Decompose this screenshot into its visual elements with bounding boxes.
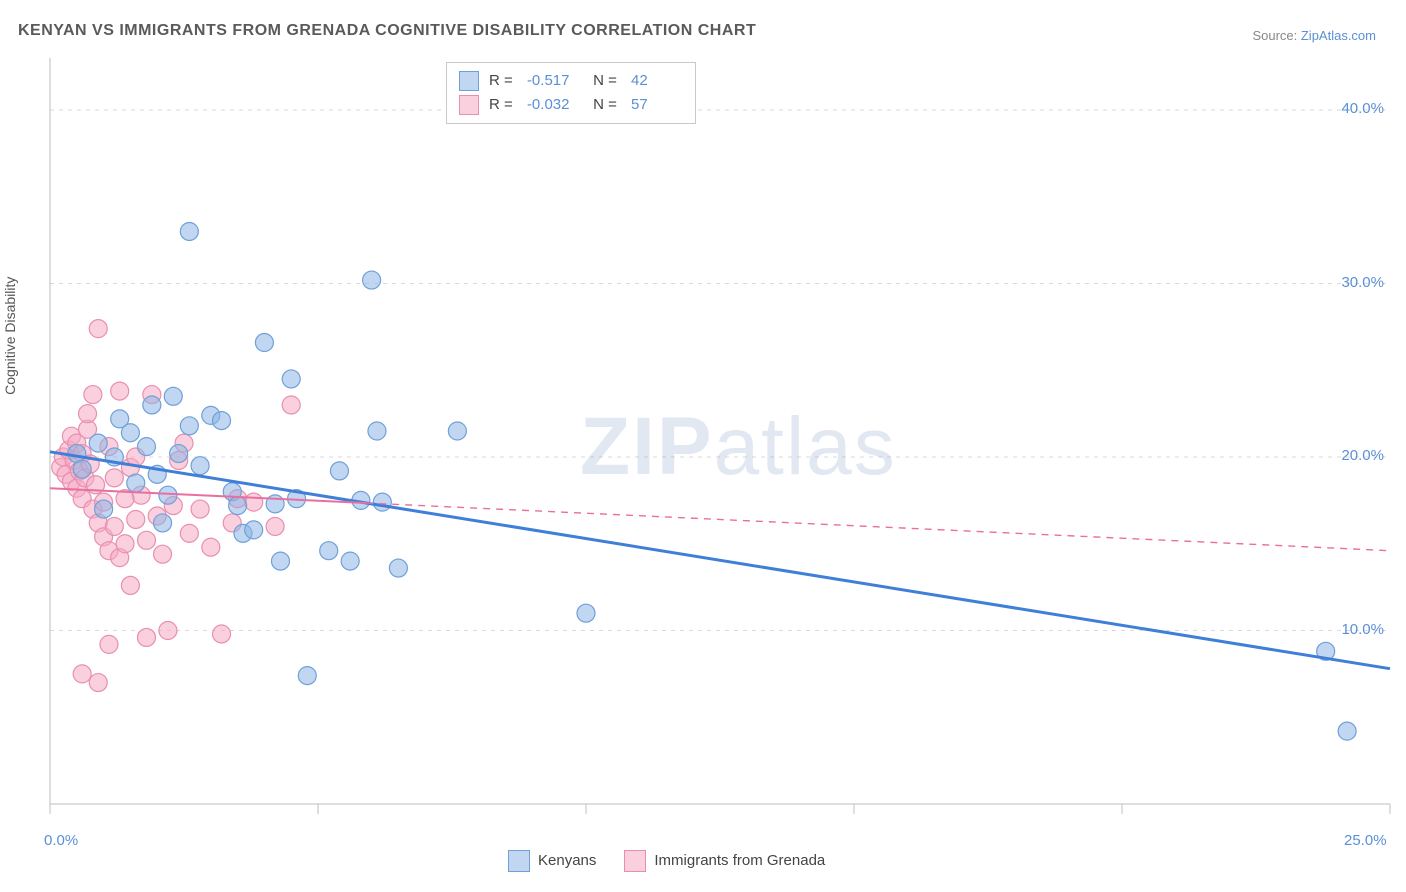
data-point bbox=[577, 604, 595, 622]
data-point bbox=[159, 622, 177, 640]
stat-r-value: -0.517 bbox=[527, 69, 579, 93]
data-point bbox=[95, 500, 113, 518]
data-point bbox=[79, 405, 97, 423]
correlation-stats-box: R = -0.517 N = 42R = -0.032 N = 57 bbox=[446, 62, 696, 124]
data-point bbox=[298, 667, 316, 685]
data-point bbox=[137, 438, 155, 456]
data-point bbox=[271, 552, 289, 570]
x-tick-label: 0.0% bbox=[44, 832, 78, 849]
data-point bbox=[73, 460, 91, 478]
data-point bbox=[127, 474, 145, 492]
data-point bbox=[89, 434, 107, 452]
data-point bbox=[202, 538, 220, 556]
y-tick-label: 20.0% bbox=[1341, 447, 1384, 464]
data-point bbox=[229, 497, 247, 515]
data-point bbox=[368, 422, 386, 440]
data-point bbox=[105, 517, 123, 535]
data-point bbox=[389, 559, 407, 577]
data-point bbox=[245, 493, 263, 511]
data-point bbox=[159, 486, 177, 504]
data-point bbox=[191, 500, 209, 518]
data-point bbox=[100, 635, 118, 653]
y-tick-label: 40.0% bbox=[1341, 100, 1384, 117]
x-tick-label: 25.0% bbox=[1344, 832, 1387, 849]
data-point bbox=[245, 521, 263, 539]
data-point bbox=[213, 625, 231, 643]
data-point bbox=[255, 334, 273, 352]
stat-n-value: 57 bbox=[631, 93, 683, 117]
data-point bbox=[341, 552, 359, 570]
legend-swatch bbox=[459, 71, 479, 91]
data-point bbox=[137, 628, 155, 646]
legend-swatch bbox=[508, 850, 530, 872]
stats-row: R = -0.517 N = 42 bbox=[459, 69, 683, 93]
stat-r-label: R = bbox=[489, 93, 517, 117]
data-point bbox=[89, 320, 107, 338]
data-point bbox=[121, 424, 139, 442]
data-point bbox=[282, 396, 300, 414]
data-point bbox=[143, 396, 161, 414]
y-tick-label: 10.0% bbox=[1341, 621, 1384, 638]
legend-item: Immigrants from Grenada bbox=[624, 850, 825, 872]
data-point bbox=[170, 445, 188, 463]
data-point bbox=[266, 517, 284, 535]
stat-r-label: R = bbox=[489, 69, 517, 93]
data-point bbox=[320, 542, 338, 560]
legend-swatch bbox=[624, 850, 646, 872]
y-tick-label: 30.0% bbox=[1341, 274, 1384, 291]
data-point bbox=[154, 545, 172, 563]
stat-n-label: N = bbox=[589, 93, 621, 117]
data-point bbox=[330, 462, 348, 480]
data-point bbox=[180, 222, 198, 240]
stat-r-value: -0.032 bbox=[527, 93, 579, 117]
data-point bbox=[180, 524, 198, 542]
legend-swatch bbox=[459, 95, 479, 115]
legend-item: Kenyans bbox=[508, 850, 596, 872]
legend-label: Immigrants from Grenada bbox=[654, 852, 825, 869]
data-point bbox=[127, 510, 145, 528]
data-point bbox=[282, 370, 300, 388]
stat-n-label: N = bbox=[589, 69, 621, 93]
data-point bbox=[191, 457, 209, 475]
data-point bbox=[363, 271, 381, 289]
data-point bbox=[137, 531, 155, 549]
stat-n-value: 42 bbox=[631, 69, 683, 93]
data-point bbox=[84, 386, 102, 404]
stats-row: R = -0.032 N = 57 bbox=[459, 93, 683, 117]
data-point bbox=[213, 412, 231, 430]
data-point bbox=[1338, 722, 1356, 740]
data-point bbox=[180, 417, 198, 435]
data-point bbox=[154, 514, 172, 532]
data-point bbox=[111, 382, 129, 400]
legend-label: Kenyans bbox=[538, 852, 596, 869]
data-point bbox=[105, 469, 123, 487]
scatter-chart bbox=[0, 0, 1406, 892]
data-point bbox=[373, 493, 391, 511]
data-point bbox=[73, 665, 91, 683]
data-point bbox=[89, 674, 107, 692]
series-legend: Kenyans Immigrants from Grenada bbox=[508, 850, 825, 872]
data-point bbox=[448, 422, 466, 440]
data-point bbox=[121, 576, 139, 594]
trend-line bbox=[50, 452, 1390, 669]
data-point bbox=[116, 535, 134, 553]
data-point bbox=[164, 387, 182, 405]
